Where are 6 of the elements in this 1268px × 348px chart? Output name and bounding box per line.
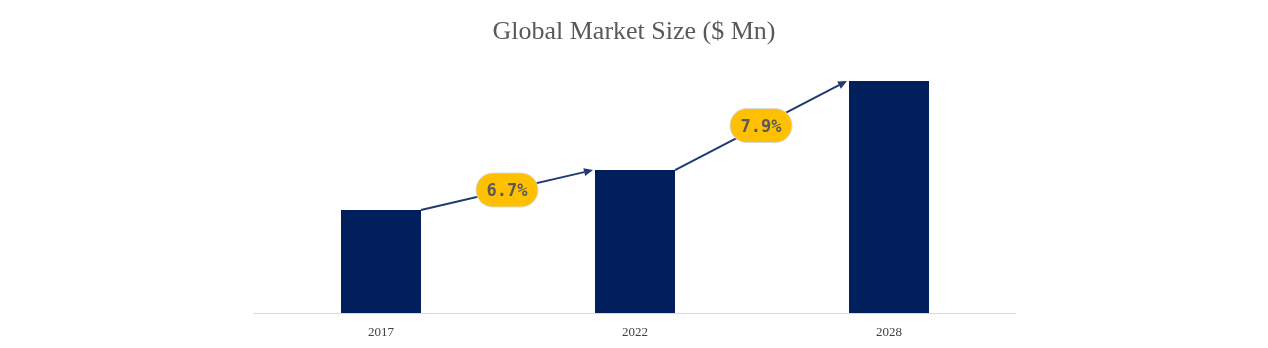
x-tick-label: 2028 xyxy=(876,324,902,339)
x-tick-label: 2017 xyxy=(368,324,395,339)
annotation: 7.9% xyxy=(740,115,783,136)
chart-title: Global Market Size ($ Mn) xyxy=(492,15,776,45)
annotation: 6.7% xyxy=(486,180,529,201)
x-tick-label: 2022 xyxy=(622,324,648,339)
